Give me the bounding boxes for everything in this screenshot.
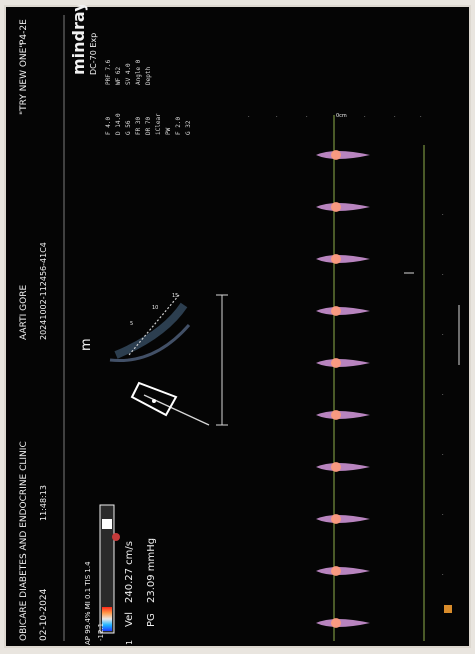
sample-volume-gate[interactable]: [130, 381, 178, 417]
svg-text:.: .: [306, 113, 308, 119]
svg-text:WF 62: WF 62: [115, 67, 122, 85]
svg-text:Depth: Depth: [145, 67, 152, 85]
measurement-panel: AP 99.4% MI 0.1 TIS 1.4 1 Vel 240.27 cm/…: [84, 504, 157, 645]
brand-model: DC-70 Exp: [89, 33, 98, 75]
ultrasound-display: OBICARE DIABETES AND ENDOCRINE CLINIC 02…: [19, 5, 460, 645]
svg-text:.: .: [248, 113, 250, 119]
svg-text:.: .: [442, 511, 444, 517]
spectrum-peak-core: [331, 202, 341, 212]
vel-label: Vel: [124, 612, 135, 627]
marker-label: m: [79, 338, 94, 351]
exam-date: 02-10-2024: [39, 588, 49, 641]
svg-text:SV 4.0: SV 4.0: [125, 63, 132, 85]
spectrum-peak: [316, 619, 370, 627]
patient-id: 20241002-112456-41C4: [39, 242, 48, 340]
svg-text:10: 10: [152, 305, 158, 311]
colorbar-min: -12.1: [97, 623, 105, 641]
svg-text:PRF 7.6: PRF 7.6: [105, 59, 112, 85]
colorbar-top: [102, 519, 112, 529]
svg-text:0cm: 0cm: [336, 113, 347, 119]
spectrum-peak: [316, 463, 370, 471]
svg-text:Angle 0: Angle 0: [135, 59, 142, 85]
svg-text:F 2.0: F 2.0: [175, 117, 182, 135]
colorbar-frame: [99, 504, 115, 634]
spectrum-peak: [316, 359, 370, 367]
spectrum-peak: [316, 411, 370, 419]
svg-text:.: .: [442, 271, 444, 277]
doppler-spectrum: ... 0cm ... .... ...: [248, 113, 460, 641]
spectrum-peak: [316, 255, 370, 263]
svg-text:G 56: G 56: [125, 120, 132, 135]
spectrum-peak-core: [331, 514, 341, 524]
svg-text:.: .: [442, 391, 444, 397]
spectrum-peak: [316, 203, 370, 211]
heart-icon: [112, 533, 120, 541]
patient-name: AARTI GORE: [19, 285, 29, 340]
svg-text:.: .: [394, 113, 396, 119]
probe-label: P4-2E: [19, 19, 29, 45]
svg-text:DR 70: DR 70: [145, 117, 152, 135]
svg-text:.: .: [442, 331, 444, 337]
svg-text:5: 5: [130, 321, 133, 327]
svg-text:.: .: [442, 571, 444, 577]
spectrum-peak-core: [331, 150, 341, 160]
vel-value: 240.27 cm/s: [124, 541, 135, 603]
spectrum-peak: [316, 151, 370, 159]
svg-text:.: .: [442, 211, 444, 217]
clinic-name: OBICARE DIABETES AND ENDOCRINE CLINIC: [19, 441, 29, 641]
pg-label: PG: [146, 613, 157, 627]
status-line: AP 99.4% MI 0.1 TIS 1.4: [84, 561, 92, 645]
parameter-list: F 4.0 D 14.0 G 56 FR 30 DR 70 iClear PW F 2.0…: [105, 59, 192, 135]
svg-text:.: .: [442, 451, 444, 457]
probe-icon: [444, 605, 452, 613]
svg-text:.: .: [420, 113, 422, 119]
measurement-index: 1: [125, 640, 134, 645]
svg-text:FR 30: FR 30: [135, 117, 142, 135]
colorbar: [102, 607, 112, 631]
bmode-sector: m 5 10 15: [79, 293, 228, 426]
svg-text:D 14.0: D 14.0: [115, 113, 122, 135]
spectrum-peak-core: [331, 358, 341, 368]
spectrum-peak: [316, 567, 370, 575]
svg-text:.: .: [364, 113, 366, 119]
pg-value: 23.09 mmHg: [146, 538, 157, 603]
spectrum-peak-core: [331, 618, 341, 628]
spectrum-peak-core: [331, 306, 341, 316]
brand-logo: mindray: [69, 5, 88, 75]
svg-text:15: 15: [172, 293, 178, 299]
spectrum-peak-core: [331, 566, 341, 576]
svg-text:iClear: iClear: [155, 113, 162, 135]
spectrum-peak: [316, 307, 370, 315]
svg-text:F 4.0: F 4.0: [105, 117, 112, 135]
svg-text:PW: PW: [165, 127, 172, 135]
exam-time: 11:48:13: [39, 485, 48, 521]
spectrum-peak-core: [331, 462, 341, 472]
ultrasound-screen: OBICARE DIABETES AND ENDOCRINE CLINIC 02…: [4, 5, 471, 648]
spectrum-peak: [316, 515, 370, 523]
spectrum-peak-core: [331, 254, 341, 264]
svg-text:.: .: [276, 113, 278, 119]
banner-text: "TRY NEW ONE": [19, 44, 29, 116]
svg-text:G 32: G 32: [185, 120, 192, 135]
spectrum-peak-core: [331, 410, 341, 420]
scan-line: [128, 294, 180, 356]
